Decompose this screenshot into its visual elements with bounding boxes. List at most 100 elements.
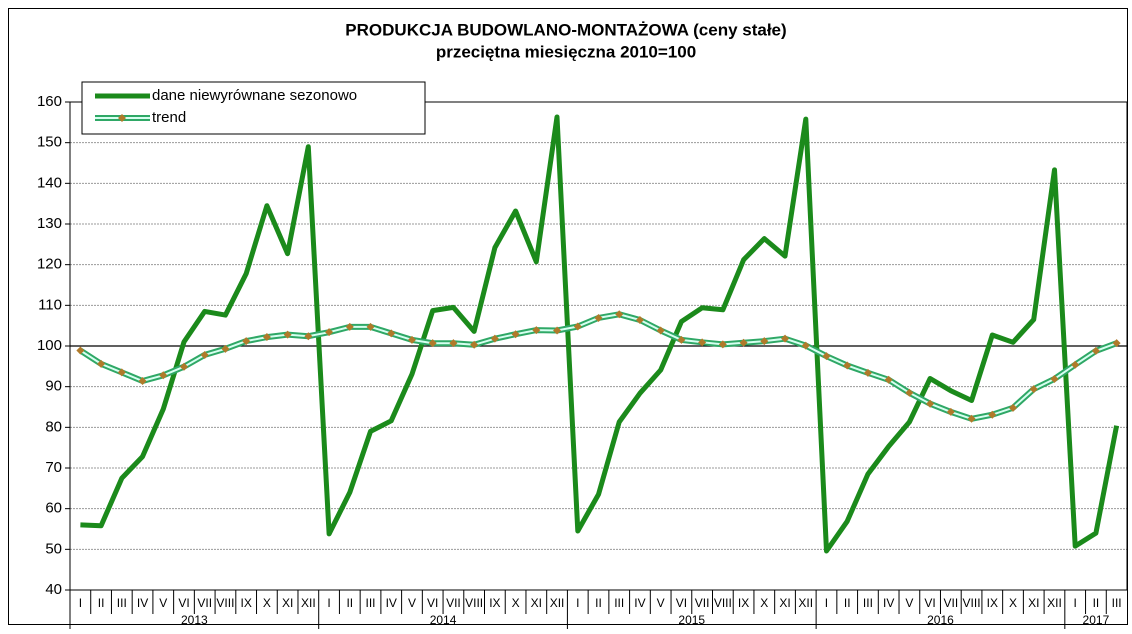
x-tick-label: III: [614, 596, 624, 610]
x-tick-label: XI: [779, 596, 790, 610]
x-tick-label: V: [408, 596, 416, 610]
marker: [366, 322, 375, 331]
marker: [615, 310, 624, 319]
x-tick-label: VIII: [714, 596, 732, 610]
x-tick-label: II: [1093, 596, 1100, 610]
x-tick-label: XII: [301, 596, 316, 610]
marker: [283, 330, 292, 339]
x-tick-label: X: [760, 596, 768, 610]
x-tick-label: III: [1112, 596, 1122, 610]
x-tick-label: IX: [240, 596, 251, 610]
x-tick-label: VIII: [465, 596, 483, 610]
marker: [1029, 385, 1038, 394]
x-tick-label: VI: [427, 596, 438, 610]
marker: [325, 328, 334, 337]
y-tick-label: 40: [45, 581, 62, 598]
marker: [387, 329, 396, 338]
x-tick-label: VI: [178, 596, 189, 610]
x-tick-label: XI: [531, 596, 542, 610]
legend-label: dane niewyrównane sezonowo: [152, 87, 357, 104]
marker: [573, 322, 582, 331]
y-tick-label: 50: [45, 540, 62, 557]
marker: [863, 368, 872, 377]
x-tick-label: IV: [634, 596, 645, 610]
marker: [262, 333, 271, 342]
y-tick-label: 120: [37, 256, 62, 273]
x-tick-label: XII: [1047, 596, 1062, 610]
marker: [200, 350, 209, 359]
marker: [905, 388, 914, 397]
marker: [97, 359, 106, 368]
legend-box: [81, 81, 426, 135]
marker: [801, 341, 810, 350]
x-tick-label: II: [844, 596, 851, 610]
marker: [304, 332, 313, 341]
y-tick-label: 110: [38, 296, 62, 313]
marker: [739, 338, 748, 347]
x-tick-label: I: [327, 596, 330, 610]
marker: [117, 368, 126, 377]
x-tick-label: III: [863, 596, 873, 610]
x-group-label: 2014: [430, 613, 457, 627]
x-tick-label: II: [98, 596, 105, 610]
marker: [1009, 403, 1018, 412]
y-tick-label: 90: [45, 378, 62, 395]
marker: [138, 376, 147, 385]
x-tick-label: XII: [550, 596, 565, 610]
x-group-label: 2015: [678, 613, 705, 627]
x-tick-label: III: [366, 596, 376, 610]
marker: [428, 339, 437, 348]
y-tick-label: 80: [45, 418, 62, 435]
marker: [511, 330, 520, 339]
x-tick-label: VII: [943, 596, 958, 610]
marker: [345, 322, 354, 331]
marker: [843, 361, 852, 370]
marker: [532, 326, 541, 335]
x-tick-label: X: [1009, 596, 1017, 610]
marker: [242, 337, 251, 346]
x-tick-label: VI: [676, 596, 687, 610]
marker: [677, 335, 686, 344]
marker: [656, 326, 665, 335]
marker: [718, 340, 727, 349]
series-line: [80, 114, 1120, 554]
marker: [760, 337, 769, 346]
x-tick-label: VII: [695, 596, 710, 610]
x-tick-label: V: [657, 596, 665, 610]
x-tick-label: I: [576, 596, 579, 610]
x-tick-label: V: [905, 596, 913, 610]
marker: [1050, 374, 1059, 383]
x-tick-label: X: [263, 596, 271, 610]
marker: [988, 410, 997, 419]
x-tick-label: I: [79, 596, 82, 610]
x-tick-label: IV: [137, 596, 148, 610]
x-tick-label: VI: [924, 596, 935, 610]
x-group-label: 2017: [1083, 613, 1110, 627]
x-tick-label: IX: [489, 596, 500, 610]
y-tick-label: 150: [37, 134, 62, 151]
y-tick-label: 160: [37, 93, 62, 110]
marker: [76, 346, 85, 355]
legend-marker: [118, 114, 126, 122]
x-group-label: 2016: [927, 613, 954, 627]
marker: [967, 414, 976, 423]
x-tick-label: II: [346, 596, 353, 610]
marker: [1112, 339, 1121, 348]
x-tick-label: I: [825, 596, 828, 610]
x-tick-label: IX: [738, 596, 749, 610]
x-tick-label: VII: [197, 596, 212, 610]
x-tick-label: III: [117, 596, 127, 610]
marker: [635, 315, 644, 324]
marker: [1091, 346, 1100, 355]
x-tick-label: II: [595, 596, 602, 610]
marker: [884, 375, 893, 384]
chart-subtitle: przeciętna miesięczna 2010=100: [436, 42, 696, 61]
x-tick-label: XI: [282, 596, 293, 610]
x-tick-label: VII: [446, 596, 461, 610]
marker: [594, 313, 603, 322]
x-tick-label: VIII: [963, 596, 981, 610]
x-tick-label: XII: [798, 596, 813, 610]
x-tick-label: V: [159, 596, 167, 610]
plot-area: [69, 101, 1128, 591]
marker: [698, 338, 707, 347]
